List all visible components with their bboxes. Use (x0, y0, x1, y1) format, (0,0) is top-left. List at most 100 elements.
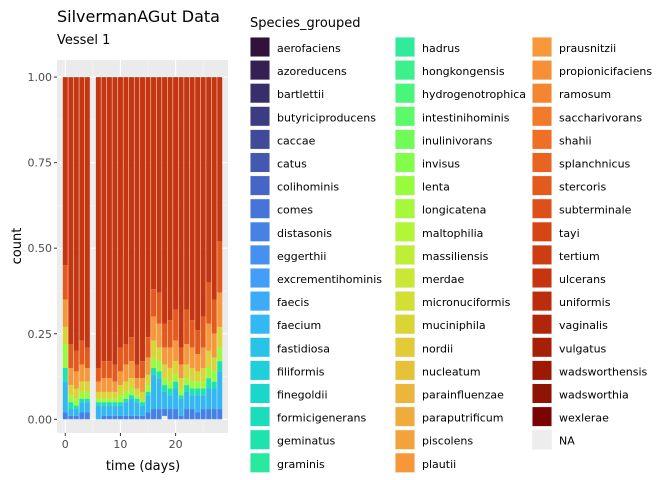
bar-segment-muciniphila (134, 388, 140, 396)
bar-segment-distasonis (173, 409, 179, 420)
bar-segment-muciniphila (101, 391, 107, 399)
y-axis: 0.00 0.25 0.50 0.75 1.00 (28, 71, 57, 426)
legend-swatch (532, 430, 552, 450)
legend-item-vulgatus: vulgatus (532, 337, 607, 358)
bar-segment-tayi (189, 77, 195, 321)
bar-segment-geminatus (145, 391, 151, 396)
bar-segment-geminatus (195, 388, 201, 396)
bar-segment-stercoris (73, 350, 79, 372)
bar-segment-distasonis (178, 415, 184, 420)
bar-segment-plautii (184, 344, 190, 365)
bar-segment-geminatus (167, 388, 173, 396)
bar-segment-stercoris (95, 367, 101, 382)
legend-swatch (250, 314, 270, 334)
legend-item-eggerthii: eggerthii (250, 244, 326, 265)
bar-segment-lenta (200, 381, 206, 389)
bar-segment-stercoris (189, 320, 195, 348)
legend-label: tayi (559, 227, 580, 240)
legend-label: muciniphila (422, 319, 486, 332)
bars (62, 77, 223, 420)
bar-segment-muciniphila (62, 326, 68, 345)
bar-segment-stercoris (123, 344, 129, 365)
bar-segment-faecium (206, 388, 212, 410)
legend-item-tayi: tayi (532, 221, 580, 242)
bar-segment-faecium (211, 388, 217, 410)
bar-segment-geminatus (128, 395, 134, 399)
bar-segment-tayi (200, 77, 206, 317)
legend-label: hongkongensis (422, 65, 505, 78)
bar-segment-stercoris (206, 282, 212, 324)
bar-segment-faecium (145, 395, 151, 413)
legend-item-caccae: caccae (250, 129, 316, 150)
legend-label: graminis (277, 458, 325, 471)
legend-swatch (250, 222, 270, 242)
bar-segment-stercoris (117, 347, 123, 372)
bar-segment-geminatus (117, 402, 123, 406)
bar-segment-lenta (106, 398, 112, 403)
bar-segment-distasonis (162, 409, 168, 416)
bar-segment-geminatus (140, 402, 145, 406)
bar-segment-faecium (140, 405, 145, 416)
bar-segment-distasonis (117, 415, 123, 420)
bar-segment-plautii (178, 364, 184, 379)
bar-segment-distasonis (200, 409, 206, 420)
legend-label: wadsworthensis (559, 365, 648, 378)
legend-swatch (532, 360, 552, 380)
bar-segment-lenta (195, 381, 201, 389)
bar-segment-faecium (62, 381, 68, 413)
legend-item-vaginalis: vaginalis (532, 314, 608, 335)
bar-segment-faecium (184, 391, 190, 410)
bar-segment-muciniphila (68, 385, 74, 396)
legend-item-wexlerae: wexlerae (532, 406, 609, 427)
legend-item-butyriciproducens: butyriciproducens (250, 106, 376, 127)
legend-swatch (532, 37, 552, 57)
bar-segment-plautii (167, 347, 173, 368)
legend-swatch (395, 407, 415, 427)
legend-label: saccharivorans (559, 111, 642, 124)
bar-segment-geminatus (206, 378, 212, 389)
bar-segment-plautii (128, 361, 134, 379)
bar-segment-geminatus (173, 381, 179, 389)
legend-item-uniformis: uniformis (532, 291, 611, 312)
bar-segment-tayi (162, 77, 168, 324)
bar-segment-lenta (145, 385, 151, 392)
bar-segment-stercoris (162, 323, 168, 348)
legend-label: aerofaciens (277, 42, 341, 55)
y-axis-title: count (10, 228, 25, 265)
legend-item-formicigenerans: formicigenerans (250, 406, 367, 427)
legend-item-micronuciformis: micronuciformis (395, 291, 511, 312)
bar-segment-lenta (173, 374, 179, 382)
bar-segment-geminatus (95, 402, 101, 406)
bar-segment-distasonis (106, 415, 112, 420)
bar-segment-plautii (195, 354, 201, 372)
legend-swatch (395, 268, 415, 288)
legend-label: NA (559, 435, 575, 448)
legend-label: bartlettii (277, 88, 324, 101)
bar-segment-plautii (200, 347, 206, 368)
bar-segment-stercoris (101, 361, 107, 379)
bar-segment-tayi (145, 77, 151, 338)
legend-swatch (250, 245, 270, 265)
bar-segment-distasonis (73, 415, 79, 420)
legend-swatch (532, 129, 552, 149)
bar-segment-plautii (106, 378, 112, 392)
legend-swatch (532, 245, 552, 265)
legend-item-stercoris: stercoris (532, 175, 606, 196)
bar-segment-tayi (95, 77, 101, 368)
bar-segment-stercoris (178, 347, 184, 365)
legend-item-faecium: faecium (250, 314, 321, 335)
legend-swatch (532, 83, 552, 103)
bar-segment-stercoris (112, 364, 118, 382)
legend-label: intestinihominis (422, 111, 510, 124)
bar-segment-muciniphila (145, 374, 151, 386)
bar-segment-plautii (101, 378, 107, 392)
legend-label: colihominis (277, 181, 339, 194)
legend-label: formicigenerans (277, 412, 367, 425)
bar-segment-plautii (84, 367, 90, 382)
legend-swatch (250, 106, 270, 126)
legend-swatch (395, 199, 415, 219)
legend-label: filiformis (277, 365, 325, 378)
bar-segment-tayi (134, 77, 140, 365)
legend-swatch (250, 153, 270, 172)
bar-segment-lenta (140, 398, 145, 403)
